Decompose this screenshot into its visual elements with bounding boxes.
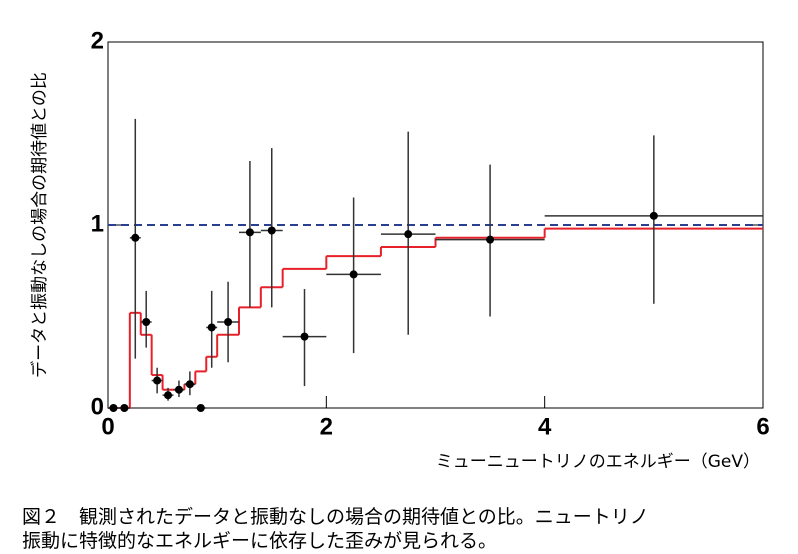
x-axis-label: ミューニュートリノのエネルギー（GeV） [436, 452, 760, 472]
data-point [131, 233, 140, 242]
data-point [486, 235, 495, 244]
caption-line: 図２ 観測されたデータと振動なしの場合の期待値との比。ニュートリノ [22, 506, 649, 528]
data-point [185, 380, 194, 389]
x-tick-label: 0 [101, 413, 114, 440]
caption-line: 振動に特徴的なエネルギーに依存した歪みが見られる。 [22, 530, 497, 552]
x-tick-label: 2 [320, 413, 333, 440]
data-point [300, 332, 309, 341]
data-point [196, 404, 205, 412]
data-point [267, 226, 276, 235]
x-tick-label: 6 [756, 413, 769, 440]
data-point [174, 385, 183, 394]
y-tick-label: 1 [91, 210, 104, 237]
x-tick-label: 4 [538, 413, 552, 440]
data-point [120, 404, 129, 412]
data-point [153, 376, 162, 385]
y-tick-label: 2 [91, 27, 104, 54]
data-point [142, 317, 151, 326]
data-point [404, 230, 413, 239]
data-point [649, 211, 658, 220]
data-point [207, 323, 216, 332]
data-point [224, 317, 233, 326]
data-point [349, 270, 358, 279]
data-point [164, 391, 173, 400]
y-tick-label: 0 [91, 393, 104, 420]
data-point [245, 228, 254, 237]
y-axis-label: データと振動なしの場合の期待値との比 [29, 72, 50, 378]
data-point [109, 404, 118, 412]
